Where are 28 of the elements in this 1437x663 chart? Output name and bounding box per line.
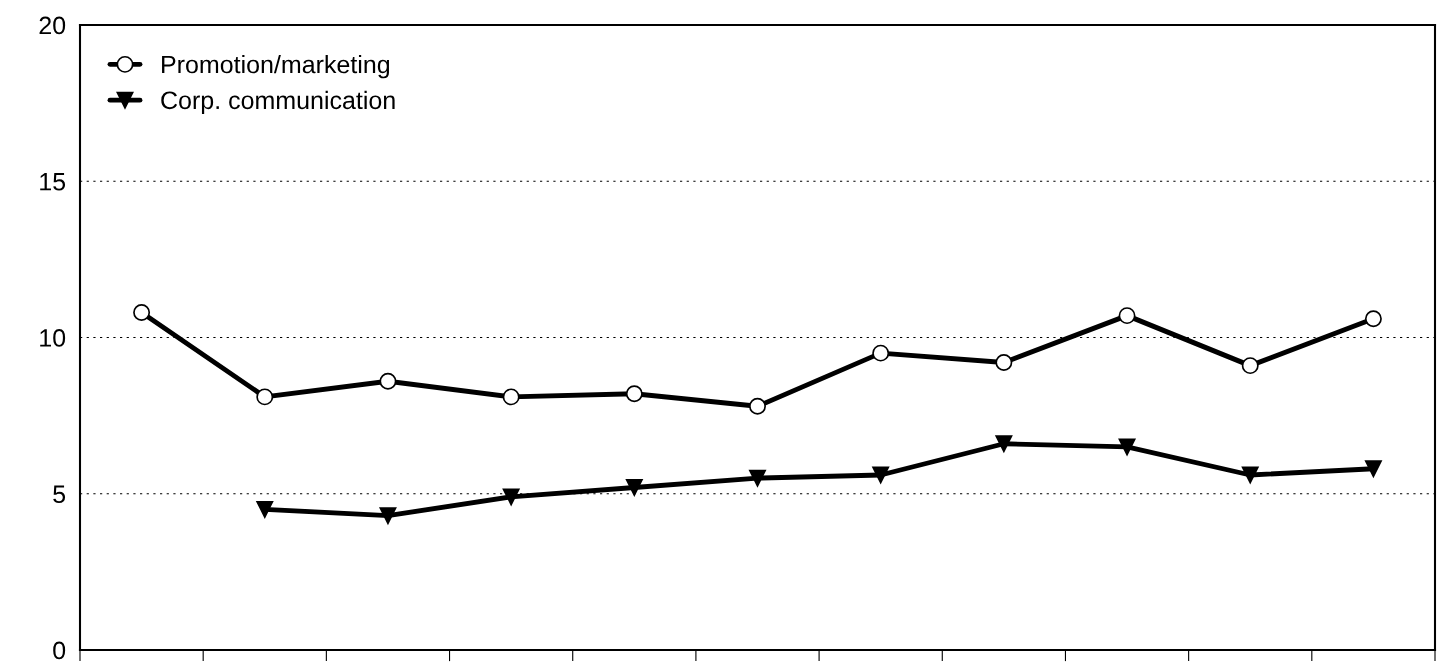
point — [1241, 357, 1259, 375]
point — [379, 372, 397, 390]
legend-label: Promotion/marketing — [162, 55, 390, 79]
point — [133, 304, 151, 321]
point — [379, 507, 397, 525]
point — [872, 344, 890, 362]
point — [1118, 438, 1136, 456]
y-tick-label: 20 — [39, 16, 66, 35]
point — [256, 500, 274, 518]
y-tick-label: 10 — [40, 329, 66, 347]
point — [1241, 466, 1259, 484]
y-tick-label: 15 — [40, 173, 66, 191]
point — [625, 479, 643, 496]
y-tick-label: 5 — [53, 485, 66, 504]
point — [995, 354, 1013, 371]
point — [749, 469, 766, 487]
point — [995, 435, 1013, 453]
point — [256, 388, 274, 406]
point — [1364, 310, 1382, 328]
point — [1364, 460, 1382, 478]
point — [1118, 307, 1136, 325]
y-tick-label: 0 — [53, 641, 66, 660]
point — [502, 488, 520, 506]
point — [502, 388, 520, 406]
point — [872, 466, 890, 484]
legend-label: Corp. communication — [161, 90, 395, 115]
point — [625, 385, 643, 403]
point — [749, 397, 766, 415]
